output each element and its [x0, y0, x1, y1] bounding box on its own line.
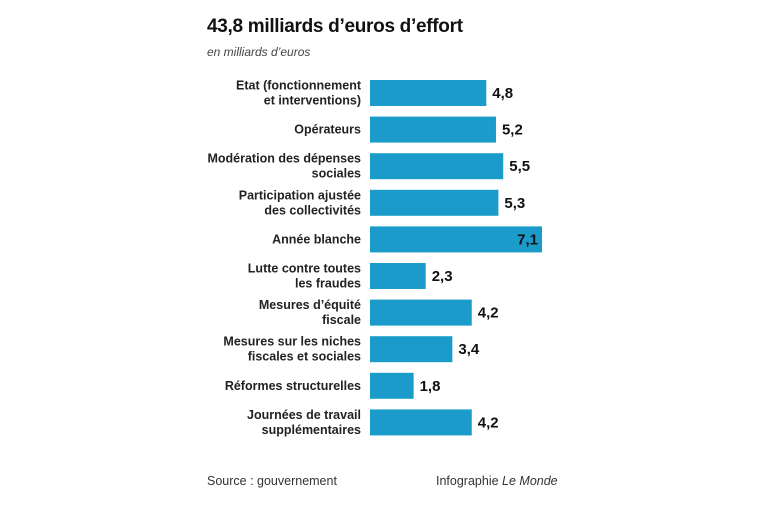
category-label: Réformes structurelles [225, 379, 361, 393]
value-label: 4,2 [478, 414, 499, 431]
category-label: Etat (fonctionnement [236, 79, 362, 93]
category-label: fiscales et sociales [248, 350, 361, 364]
category-label: Journées de travail [247, 408, 361, 422]
source-note: Source : gouvernement [207, 474, 337, 488]
value-label: 2,3 [432, 268, 453, 285]
bar [370, 409, 472, 436]
category-label: supplémentaires [262, 423, 361, 437]
value-label: 5,5 [509, 158, 530, 175]
bar [370, 153, 504, 180]
bar [370, 189, 499, 216]
value-label: 4,8 [492, 85, 513, 102]
credit-note: Infographie Le Monde [436, 474, 558, 488]
credit-brand: Le Monde [502, 474, 558, 488]
category-label: Opérateurs [294, 123, 361, 137]
chart-subtitle: en milliards d’euros [207, 45, 311, 59]
category-label: les fraudes [295, 277, 361, 291]
chart-title: 43,8 milliards d’euros d’effort [207, 16, 463, 37]
bar [370, 372, 414, 399]
bar [370, 263, 426, 289]
category-label: sociales [312, 167, 361, 181]
category-label: Lutte contre toutes [248, 262, 361, 276]
category-label: Mesures sur les niches [223, 335, 361, 349]
category-label: fiscale [322, 313, 361, 327]
bar [370, 116, 496, 143]
value-label: 7,1 [517, 231, 538, 248]
bar [370, 80, 487, 106]
category-label: Modération des dépenses [207, 152, 361, 166]
value-label: 5,3 [504, 195, 525, 212]
category-label: des collectivités [264, 203, 361, 217]
category-label: Mesures d’équité [259, 298, 361, 312]
bar [370, 299, 472, 326]
value-label: 5,2 [502, 122, 523, 139]
credit-prefix: Infographie [436, 474, 503, 488]
value-label: 3,4 [458, 341, 480, 358]
bar [370, 226, 542, 253]
bar [370, 336, 453, 363]
category-label: Participation ajustée [239, 188, 361, 202]
category-label: et interventions) [264, 94, 361, 108]
value-label: 4,2 [478, 305, 499, 322]
category-label: Année blanche [272, 232, 361, 246]
value-label: 1,8 [420, 378, 441, 395]
